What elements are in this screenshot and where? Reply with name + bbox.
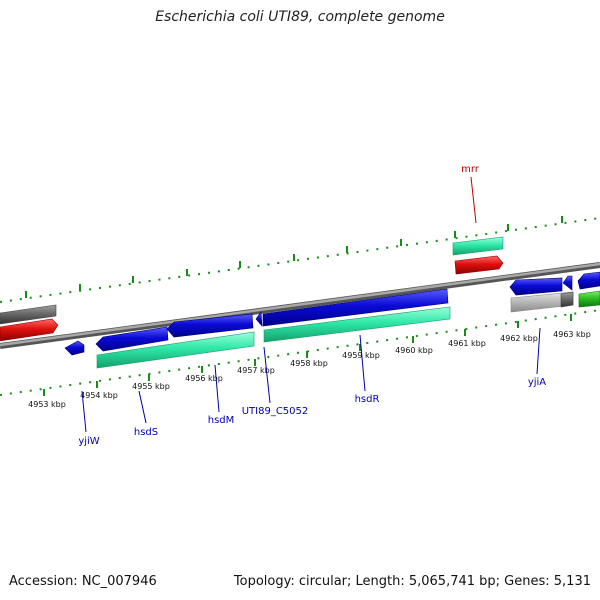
pseudo-gene-left[interactable] [0, 304, 57, 325]
ruler-labels: 4953 kbp 4954 kbp 4955 kbp 4956 kbp 4957… [28, 330, 591, 409]
label-hsdM[interactable]: hsdM [208, 415, 235, 426]
ruler-label: 4963 kbp [553, 330, 591, 339]
trna-feature-left[interactable] [0, 318, 59, 342]
label-hsdS[interactable]: hsdS [134, 427, 158, 438]
label-leaders [81, 176, 541, 433]
gene-labels: mrr yjiW hsdS hsdM UTI89_C5052 hsdR yjiA [78, 164, 546, 447]
other-feature-right[interactable] [578, 290, 600, 308]
yjiW-leader [81, 390, 87, 433]
hsdR-leader [359, 334, 366, 392]
cds-yjiW[interactable] [64, 340, 85, 356]
label-hsdR[interactable]: hsdR [355, 394, 380, 405]
lower-ruler [0, 309, 600, 396]
upper-ruler [0, 216, 600, 303]
label-mrr[interactable]: mrr [461, 164, 480, 175]
ruler-label: 4957 kbp [237, 366, 275, 375]
upper-ruler-ticks [25, 216, 563, 298]
label-yjiW[interactable]: yjiW [78, 436, 99, 447]
genome-summary-text: Topology: circular; Length: 5,065,741 bp… [233, 574, 591, 589]
ruler-label: 4962 kbp [500, 334, 538, 343]
label-UTI89_C5052[interactable]: UTI89_C5052 [242, 406, 309, 417]
cds-yjiA[interactable] [509, 277, 563, 296]
ruler-label: 4960 kbp [395, 346, 433, 355]
cds-right-edge[interactable] [577, 271, 600, 290]
genome-backbone [0, 262, 600, 349]
UTI89_C5052-leader [263, 346, 271, 404]
cds-hsdS[interactable] [95, 326, 169, 352]
gene-hsdR[interactable] [263, 306, 451, 343]
cds-hsdR[interactable] [262, 288, 449, 327]
cds-UTI89_C5052[interactable] [255, 311, 263, 327]
ruler-label: 4956 kbp [185, 374, 223, 383]
gene-mrr[interactable] [452, 236, 504, 256]
ruler-label: 4953 kbp [28, 400, 66, 409]
pseudo-feature-yjiA[interactable] [560, 291, 574, 308]
lower-ruler-dots [0, 309, 600, 396]
reverse-features [64, 271, 600, 369]
hsdM-leader [214, 364, 220, 413]
ruler-label: 4958 kbp [290, 359, 328, 368]
cds-hsdM[interactable] [166, 313, 254, 338]
gene-hsdS-hsdM[interactable] [96, 331, 255, 369]
cds-mrr[interactable] [454, 255, 504, 275]
forward-features [0, 236, 504, 342]
ruler-label: 4959 kbp [342, 351, 380, 360]
label-yjiA[interactable]: yjiA [528, 377, 546, 388]
mrr-leader [470, 176, 477, 224]
lower-ruler-ticks [43, 314, 572, 396]
backbone-highlight [0, 262, 600, 347]
cds-small-right[interactable] [562, 275, 573, 291]
ruler-label: 4955 kbp [132, 382, 170, 391]
ruler-label: 4961 kbp [448, 339, 486, 348]
yjiA-leader [536, 327, 541, 375]
accession-text: Accession: NC_007946 [9, 574, 157, 589]
upper-ruler-dots [0, 217, 600, 303]
hsdS-leader [138, 390, 147, 424]
page-title: Escherichia coli UTI89, complete genome [155, 9, 445, 25]
ruler-label: 4954 kbp [80, 391, 118, 400]
